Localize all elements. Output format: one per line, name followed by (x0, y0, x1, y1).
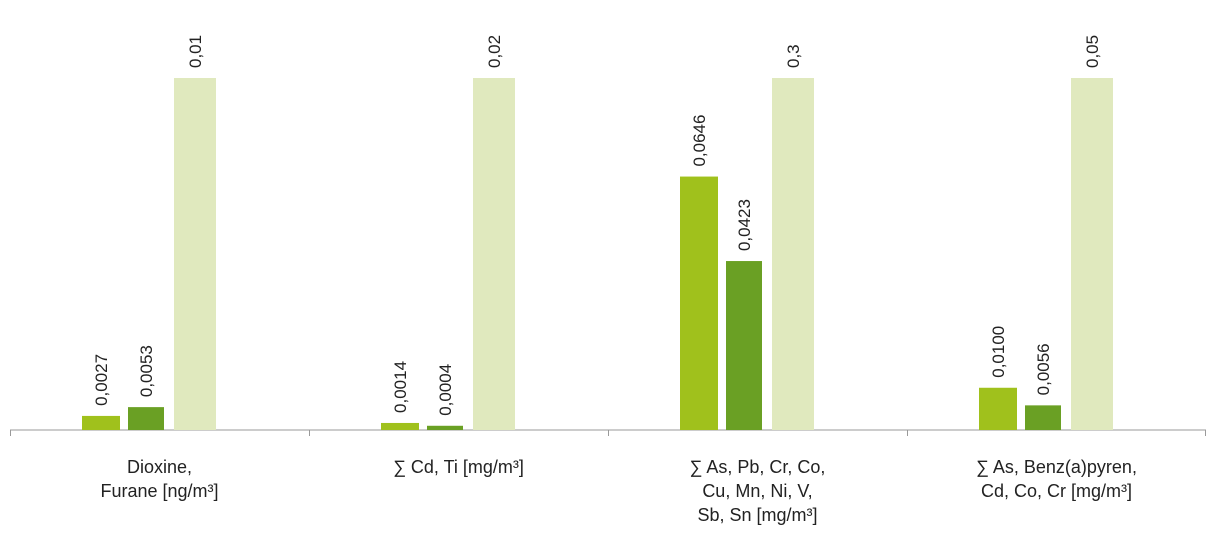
bar-2-2 (427, 425, 463, 430)
bar-1-1 (82, 415, 120, 430)
category-label-line: Furane [ng/m³] (100, 481, 218, 501)
data-label: 0,0004 (436, 364, 455, 416)
value-labels-group: 0,0027 0,0014 0,0646 0,0100 0,0053 0,0004 0,04… (92, 35, 1102, 416)
category-label-line: ∑ Cd, Ti [mg/m³] (393, 457, 524, 477)
data-label: 0,0027 (92, 354, 111, 406)
bar-1-2 (381, 422, 419, 430)
bars-group (82, 78, 1113, 430)
bar-2-3 (726, 261, 762, 430)
category-label-line: Cd, Co, Cr [mg/m³] (981, 481, 1132, 501)
bar-3-1 (174, 78, 216, 430)
category-label: ∑ Cd, Ti [mg/m³] (393, 457, 524, 477)
data-label: 0,3 (784, 44, 803, 68)
data-label: 0,01 (186, 35, 205, 68)
data-label: 0,0056 (1034, 343, 1053, 395)
x-axis (10, 429, 1206, 436)
bar-2-1 (128, 407, 164, 430)
data-label: 0,0646 (690, 115, 709, 167)
bar-2-4 (1025, 405, 1061, 430)
data-label: 0,0423 (735, 199, 754, 251)
data-label: 0,0053 (137, 345, 156, 397)
category-label: ∑ As, Pb, Cr, Co, Cu, Mn, Ni, V, Sb, Sn [m… (690, 457, 826, 525)
category-label: ∑ As, Benz(a)pyren, Cd, Co, Cr [mg/m³] (976, 457, 1137, 501)
bar-3-2 (473, 78, 515, 430)
category-label: Dioxine, Furane [ng/m³] (100, 457, 218, 501)
bar-1-4 (979, 387, 1017, 430)
bar-3-3 (772, 78, 814, 430)
category-label-line: ∑ As, Benz(a)pyren, (976, 457, 1137, 477)
data-label: 0,0014 (391, 361, 410, 413)
data-label: 0,02 (485, 35, 504, 68)
bar-3-4 (1071, 78, 1113, 430)
bar-1-3 (680, 176, 718, 430)
category-label-line: ∑ As, Pb, Cr, Co, (690, 457, 826, 477)
data-label: 0,0100 (989, 326, 1008, 378)
category-label-line: Dioxine, (127, 457, 192, 477)
category-label-line: Cu, Mn, Ni, V, (702, 481, 812, 501)
data-label: 0,05 (1083, 35, 1102, 68)
category-labels-group: Dioxine, Furane [ng/m³] ∑ Cd, Ti [mg/m³] ∑ … (100, 457, 1136, 525)
category-label-line: Sb, Sn [mg/m³] (697, 505, 817, 525)
